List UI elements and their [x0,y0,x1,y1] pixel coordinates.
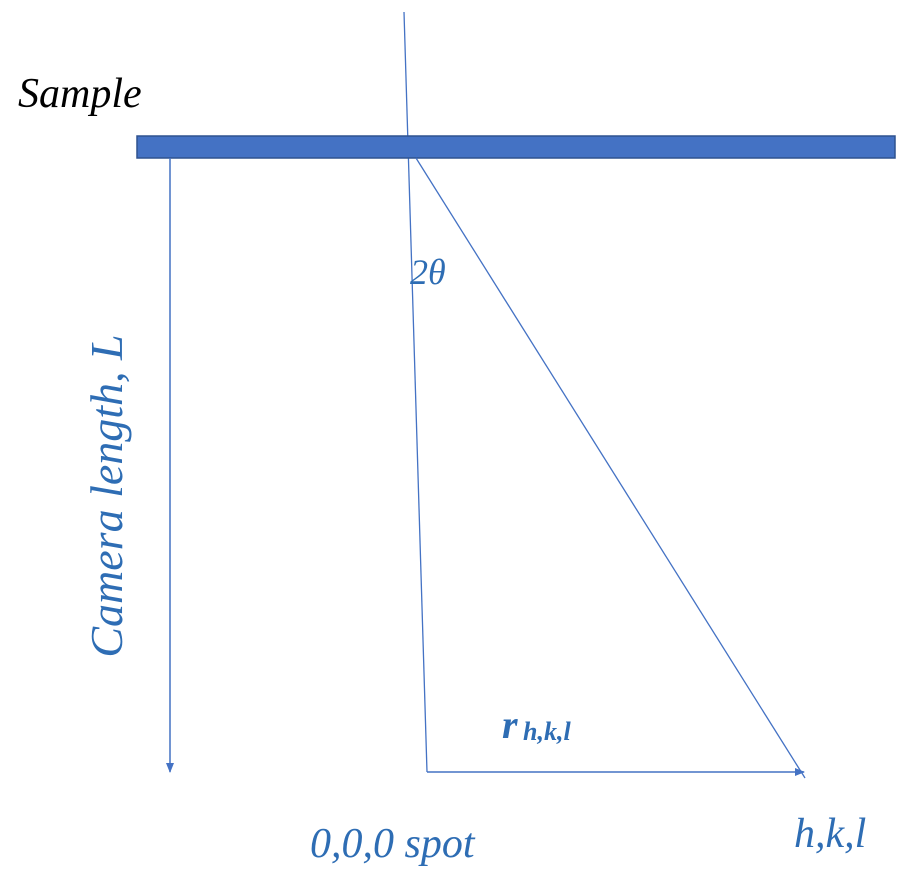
camera-length-label: Camera length, L [81,334,132,657]
diffracted-beam-line [415,157,806,779]
r-hkl-subscript: h,k,l [523,717,571,746]
r-hkl-main: r [502,702,518,747]
incident-beam-line [403,11,428,773]
origin-spot-label: 0,0,0 spot [310,821,476,867]
hkl-spot-label: h,k,l [794,811,866,857]
sample-label: Sample [18,71,142,117]
two-theta-label: 2θ [410,252,446,292]
sample-bar [136,135,896,159]
r-hkl-label: r h,k,l [502,702,571,747]
